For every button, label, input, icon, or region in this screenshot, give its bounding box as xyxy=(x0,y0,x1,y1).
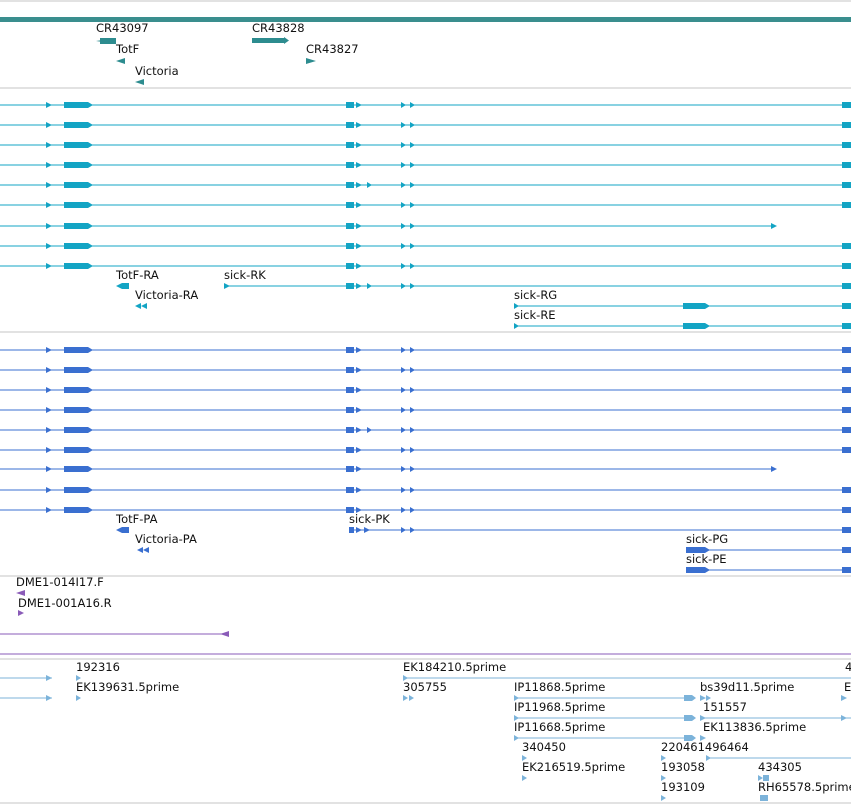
est-label[interactable]: bs39d11.5prime xyxy=(700,680,795,694)
protein-label-sick-pe[interactable]: sick-PE xyxy=(686,552,727,566)
gene-label-totf[interactable]: TotF xyxy=(116,42,140,56)
clone-track xyxy=(0,590,229,637)
protein-label-totf-pa[interactable]: TotF-PA xyxy=(116,512,158,526)
est-label[interactable]: E xyxy=(844,680,851,694)
totf-ra-glyph[interactable] xyxy=(116,283,129,289)
est-row[interactable] xyxy=(0,675,851,681)
est-row[interactable] xyxy=(0,695,414,701)
est-label[interactable]: 220461496464 xyxy=(661,740,749,754)
est-label[interactable]: IP11668.5prime xyxy=(514,720,606,734)
totf-pa-glyph[interactable] xyxy=(116,527,129,533)
est-label[interactable]: IP11868.5prime xyxy=(514,680,606,694)
protein-label-victoria-pa[interactable]: Victoria-PA xyxy=(135,532,197,546)
est-label[interactable]: EK216519.5prime xyxy=(522,760,626,774)
est-track xyxy=(0,675,851,801)
est-label[interactable]: EK113836.5prime xyxy=(703,720,807,734)
transcript-label-victoria-ra[interactable]: Victoria-RA xyxy=(135,288,199,302)
est-label[interactable]: 192316 xyxy=(76,660,120,674)
clone-span[interactable] xyxy=(0,631,229,637)
totf-glyph[interactable] xyxy=(116,58,125,64)
est-label[interactable]: 151557 xyxy=(703,700,747,714)
cr43827-glyph[interactable] xyxy=(306,58,316,64)
est-row[interactable] xyxy=(514,735,706,741)
transcript-row[interactable] xyxy=(0,162,851,168)
transcript-row[interactable] xyxy=(0,142,851,148)
protein-row[interactable] xyxy=(0,387,851,393)
est-row[interactable] xyxy=(522,755,851,761)
victoria-pa-glyph[interactable] xyxy=(137,547,149,553)
est-row[interactable] xyxy=(514,695,847,701)
transcript-row[interactable] xyxy=(0,102,851,108)
protein-row[interactable] xyxy=(0,347,851,353)
transcript-row[interactable] xyxy=(0,182,851,188)
est-label[interactable]: 193058 xyxy=(661,760,705,774)
cr43828-arrow xyxy=(284,37,289,44)
est-label[interactable]: 340450 xyxy=(522,740,566,754)
est-label[interactable]: 305755 xyxy=(403,680,447,694)
clone-label-dme-r[interactable]: DME1-001A16.R xyxy=(18,596,112,610)
est-label[interactable]: RH65578.5prime xyxy=(758,780,851,794)
protein-label-sick-pg[interactable]: sick-PG xyxy=(686,532,729,546)
est-row[interactable] xyxy=(522,775,769,781)
cr43828-glyph[interactable] xyxy=(252,38,284,43)
protein-row[interactable] xyxy=(0,507,851,513)
transcript-row[interactable] xyxy=(0,223,777,229)
cr43097-body xyxy=(100,38,116,44)
sick-rk-transcript[interactable] xyxy=(224,283,851,289)
sick-pk-protein[interactable] xyxy=(349,527,851,533)
transcript-label-totf-ra[interactable]: TotF-RA xyxy=(116,268,159,282)
sick-re-transcript[interactable] xyxy=(514,323,851,329)
protein-row[interactable] xyxy=(0,427,851,433)
dme-r-glyph[interactable] xyxy=(18,610,24,616)
sick-rg-transcript[interactable] xyxy=(514,303,851,309)
protein-row[interactable] xyxy=(0,466,777,472)
protein-row[interactable] xyxy=(0,367,851,373)
gene-label-cr43827[interactable]: CR43827 xyxy=(306,42,359,56)
transcript-label-sick-rk[interactable]: sick-RK xyxy=(224,268,266,282)
clone-label-dme-f[interactable]: DME1-014I17.F xyxy=(16,575,104,589)
transcript-row[interactable] xyxy=(0,263,851,269)
protein-track xyxy=(0,347,851,573)
transcript-row[interactable] xyxy=(0,202,851,208)
protein-row[interactable] xyxy=(0,447,851,453)
scaffold-bar[interactable] xyxy=(0,17,851,22)
transcript-track xyxy=(0,102,851,329)
gene-label-cr43097[interactable]: CR43097 xyxy=(96,21,149,35)
transcript-row[interactable] xyxy=(0,243,851,249)
victoria-ra-glyph[interactable] xyxy=(135,303,147,309)
est-label[interactable]: 4 xyxy=(845,660,851,674)
protein-row[interactable] xyxy=(0,407,851,413)
est-label[interactable]: EK139631.5prime xyxy=(76,680,180,694)
est-label[interactable]: 193109 xyxy=(661,780,705,794)
transcript-label-sick-re[interactable]: sick-RE xyxy=(514,308,556,322)
est-row[interactable] xyxy=(514,715,851,721)
sick-pe-protein[interactable] xyxy=(686,567,851,573)
est-label[interactable]: 434305 xyxy=(758,760,802,774)
transcript-label-sick-rg[interactable]: sick-RG xyxy=(514,288,558,302)
protein-row[interactable] xyxy=(0,487,851,493)
transcript-row[interactable] xyxy=(0,122,851,128)
est-row[interactable] xyxy=(661,795,768,801)
gene-label-cr43828[interactable]: CR43828 xyxy=(252,21,305,35)
victoria-glyph[interactable] xyxy=(135,79,144,85)
protein-label-sick-pk[interactable]: sick-PK xyxy=(349,512,390,526)
est-label[interactable]: IP11968.5prime xyxy=(514,700,606,714)
est-label[interactable]: EK184210.5prime xyxy=(403,660,507,674)
dme-f-glyph[interactable] xyxy=(16,590,25,596)
sick-pg-protein[interactable] xyxy=(686,547,851,553)
gene-label-victoria[interactable]: Victoria xyxy=(135,64,179,78)
